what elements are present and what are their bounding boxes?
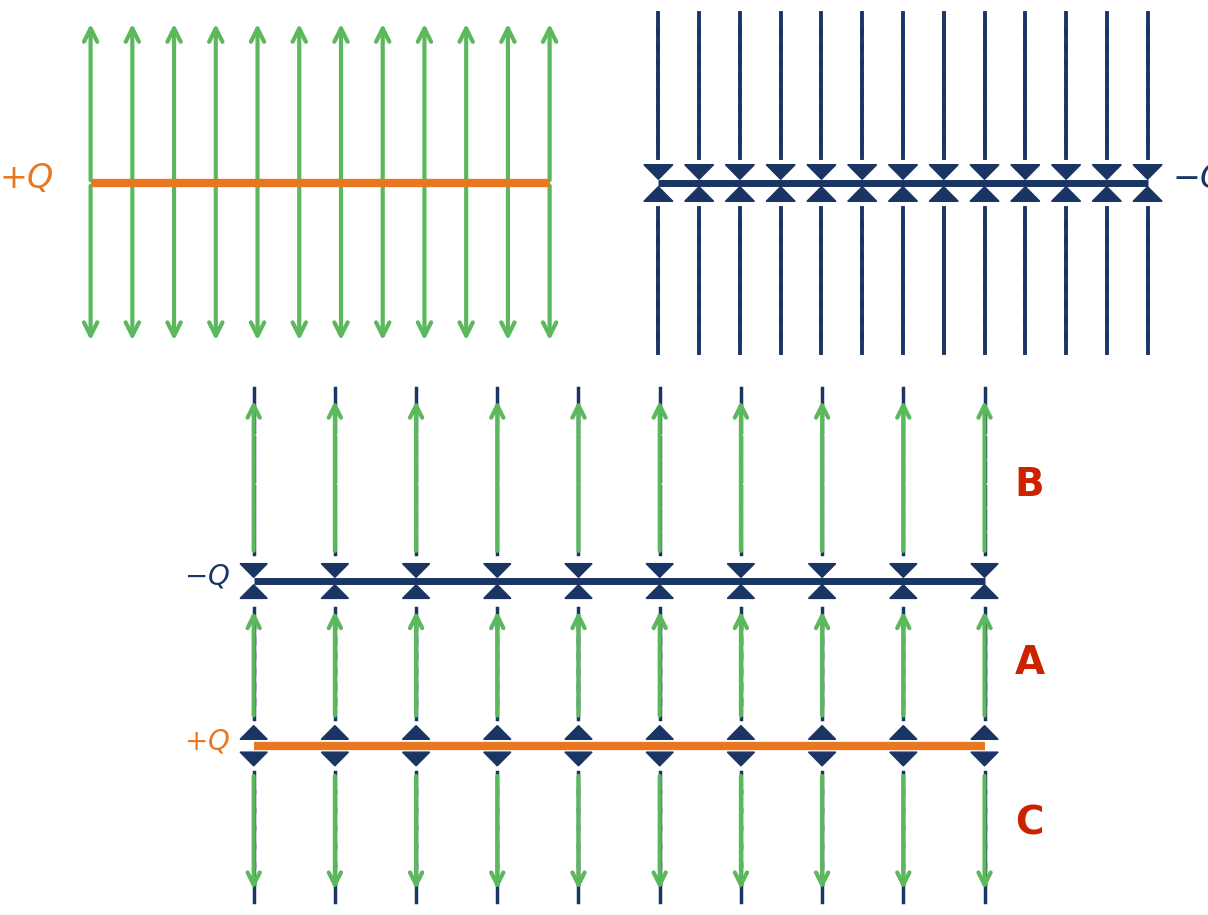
- Polygon shape: [727, 585, 755, 598]
- Polygon shape: [971, 752, 998, 766]
- Polygon shape: [889, 165, 918, 179]
- Polygon shape: [725, 187, 754, 201]
- Polygon shape: [1133, 165, 1162, 179]
- Polygon shape: [1092, 187, 1121, 201]
- Text: $+Q$: $+Q$: [0, 162, 54, 195]
- Polygon shape: [970, 187, 999, 201]
- Polygon shape: [971, 564, 998, 577]
- Polygon shape: [808, 752, 836, 766]
- Polygon shape: [646, 585, 673, 598]
- Polygon shape: [727, 752, 755, 766]
- Text: C: C: [1015, 804, 1044, 843]
- Polygon shape: [483, 752, 511, 766]
- Polygon shape: [565, 564, 592, 577]
- Polygon shape: [240, 564, 267, 577]
- Polygon shape: [1133, 187, 1162, 201]
- Polygon shape: [1051, 165, 1081, 179]
- Polygon shape: [321, 564, 348, 577]
- Polygon shape: [727, 564, 755, 577]
- Polygon shape: [644, 165, 673, 179]
- Polygon shape: [808, 585, 836, 598]
- Polygon shape: [848, 165, 877, 179]
- Polygon shape: [321, 585, 348, 598]
- Polygon shape: [766, 165, 795, 179]
- Polygon shape: [971, 726, 998, 739]
- Polygon shape: [848, 187, 877, 201]
- Polygon shape: [565, 585, 592, 598]
- Polygon shape: [240, 585, 267, 598]
- Polygon shape: [565, 752, 592, 766]
- Polygon shape: [402, 564, 430, 577]
- Polygon shape: [808, 564, 836, 577]
- Polygon shape: [321, 726, 348, 739]
- Polygon shape: [890, 564, 917, 577]
- Text: A: A: [1015, 644, 1045, 683]
- Text: $+Q$: $+Q$: [184, 727, 230, 755]
- Polygon shape: [890, 726, 917, 739]
- Polygon shape: [240, 752, 267, 766]
- Polygon shape: [971, 585, 998, 598]
- Polygon shape: [240, 726, 267, 739]
- Polygon shape: [402, 752, 430, 766]
- Polygon shape: [1011, 187, 1040, 201]
- Polygon shape: [646, 726, 673, 739]
- Polygon shape: [725, 165, 754, 179]
- Polygon shape: [1051, 187, 1081, 201]
- Polygon shape: [766, 187, 795, 201]
- Polygon shape: [483, 585, 511, 598]
- Polygon shape: [483, 726, 511, 739]
- Polygon shape: [483, 564, 511, 577]
- Text: $-Q$: $-Q$: [1172, 162, 1208, 195]
- Polygon shape: [889, 187, 918, 201]
- Polygon shape: [970, 165, 999, 179]
- Polygon shape: [807, 165, 836, 179]
- Polygon shape: [685, 187, 714, 201]
- Polygon shape: [402, 726, 430, 739]
- Polygon shape: [807, 187, 836, 201]
- Polygon shape: [644, 187, 673, 201]
- Polygon shape: [646, 752, 673, 766]
- Polygon shape: [402, 585, 430, 598]
- Polygon shape: [1011, 165, 1040, 179]
- Polygon shape: [1092, 165, 1121, 179]
- Polygon shape: [321, 752, 348, 766]
- Polygon shape: [646, 564, 673, 577]
- Polygon shape: [890, 752, 917, 766]
- Polygon shape: [890, 585, 917, 598]
- Polygon shape: [685, 165, 714, 179]
- Polygon shape: [929, 165, 958, 179]
- Polygon shape: [565, 726, 592, 739]
- Polygon shape: [808, 726, 836, 739]
- Text: B: B: [1015, 466, 1045, 504]
- Polygon shape: [727, 726, 755, 739]
- Polygon shape: [929, 187, 958, 201]
- Text: $-Q$: $-Q$: [184, 563, 230, 590]
